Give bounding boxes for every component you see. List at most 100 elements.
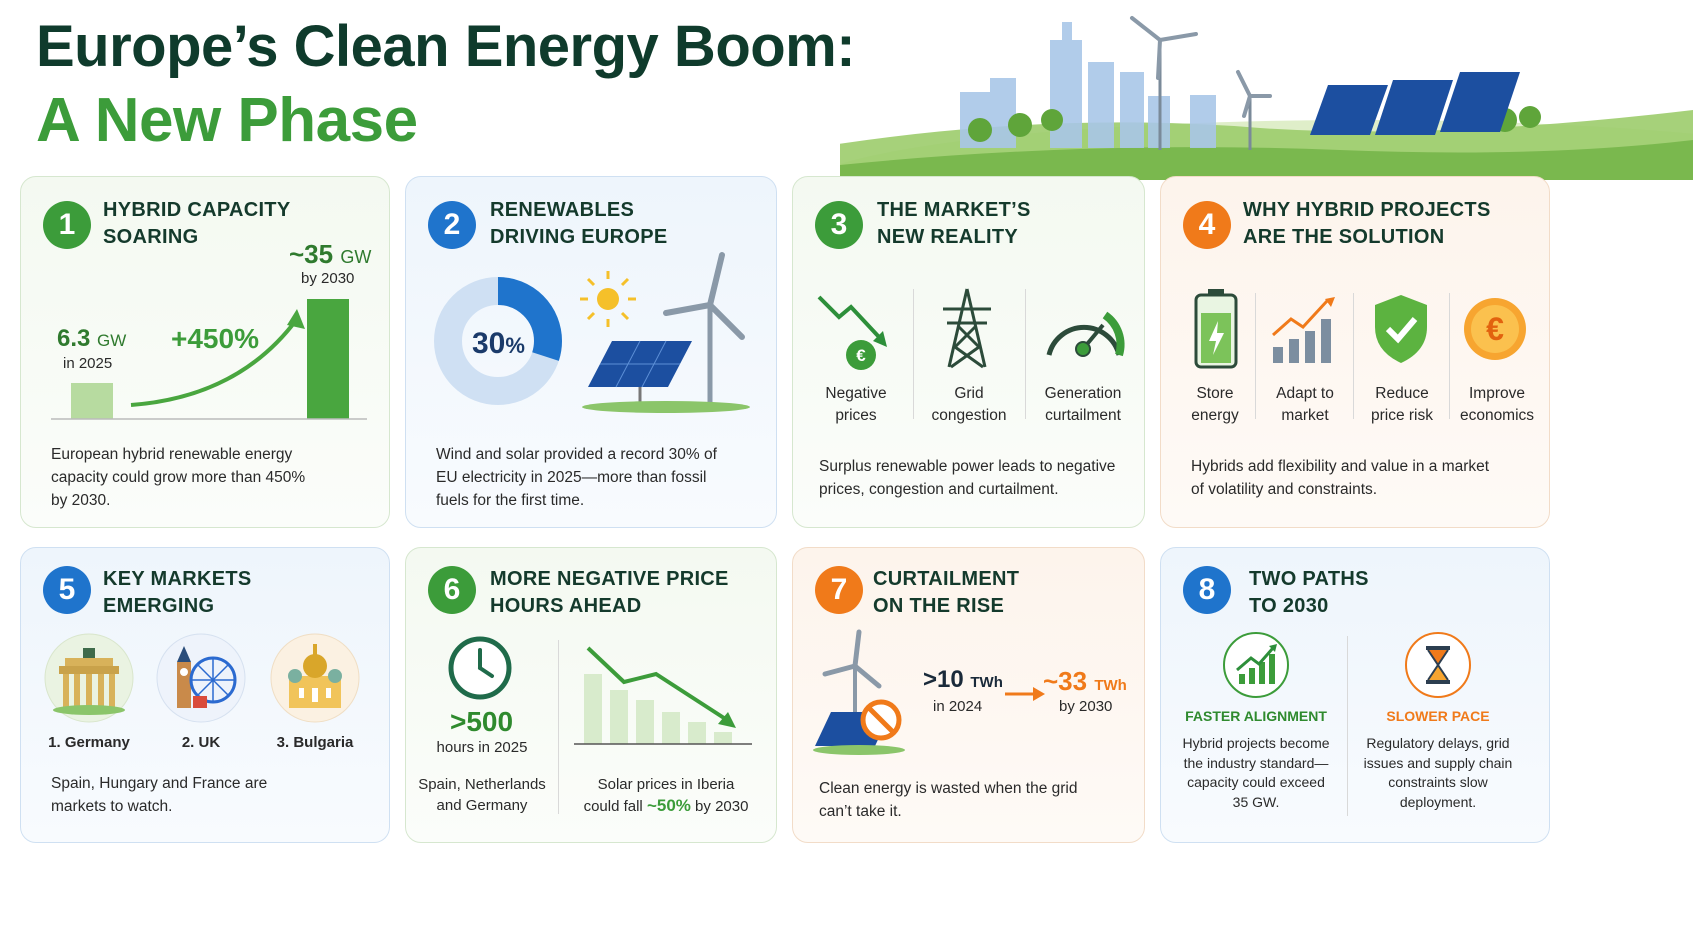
- wind-solar-icon: [580, 252, 750, 413]
- item-label-line: Grid: [954, 385, 984, 402]
- path-slower-description: Regulatory delays, grid issues and suppl…: [1357, 734, 1519, 812]
- from-value: >10 TWh: [923, 666, 1003, 694]
- desc-line: Hybrids add flexibility and value in a m…: [1191, 458, 1490, 475]
- desc-line: markets to watch.: [51, 798, 173, 815]
- desc-line: Regulatory delays, grid: [1366, 735, 1510, 751]
- card-title-line-2: SOARING: [103, 226, 199, 248]
- card-title-line-1: TWO PATHS: [1249, 568, 1369, 590]
- card-description: European hybrid renewable energy capacit…: [51, 443, 305, 512]
- card-number: 1: [43, 201, 91, 249]
- card-market-reality: 3 THE MARKET’S NEW REALITY € Negative pri…: [792, 176, 1145, 528]
- battery-icon: [1194, 289, 1238, 369]
- desc-line: Spain, Hungary and France are: [51, 775, 268, 792]
- item-label-line: Adapt to: [1276, 385, 1334, 402]
- growth-arrow: [130, 317, 299, 407]
- desc-line: Spain, Netherlands: [418, 776, 546, 793]
- bar-chart-icon: [1272, 297, 1335, 363]
- card-title-line-1: THE MARKET’S: [877, 199, 1031, 221]
- desc-line: issues and supply chain: [1363, 754, 1513, 771]
- card-renewables: 2 RENEWABLES DRIVING EUROPE 30% Wind and…: [405, 176, 777, 528]
- london-icon: [156, 633, 246, 723]
- arrow-right-icon: [1005, 687, 1045, 701]
- divider: [1025, 289, 1026, 419]
- market-bulgaria: 3. Bulgaria: [276, 734, 354, 751]
- card-title-line-1: WHY HYBRID PROJECTS: [1243, 199, 1491, 221]
- card-title: MORE NEGATIVE PRICE HOURS AHEAD: [490, 566, 729, 620]
- euro-coin-icon: €: [1464, 298, 1526, 360]
- item-label-line: curtailment: [1045, 407, 1121, 424]
- card-title: THE MARKET’S NEW REALITY: [877, 197, 1031, 251]
- shield-check-icon: [1375, 295, 1427, 363]
- to-value-unit: TWh: [1094, 677, 1127, 694]
- svg-text:€: €: [856, 346, 866, 365]
- card-description: Clean energy is wasted when the grid can…: [819, 777, 1077, 823]
- card-title-line-1: KEY MARKETS: [103, 568, 252, 590]
- item-label-economics: Improve economics: [1451, 383, 1543, 427]
- item-label-line: energy: [1191, 407, 1239, 424]
- card-hybrid-solution: 4 WHY HYBRID PROJECTS ARE THE SOLUTION €…: [1160, 176, 1550, 528]
- from-sub: in 2024: [933, 698, 983, 715]
- desc-line: Hybrid projects become: [1182, 735, 1330, 751]
- card-title-line-2: EMERGING: [103, 595, 215, 617]
- curtailed-solar-wind-icon: [813, 629, 905, 755]
- card-title-line-2: DRIVING EUROPE: [490, 226, 668, 248]
- path-faster-description: Hybrid projects become the industry stan…: [1173, 734, 1339, 812]
- item-label-line: Generation: [1044, 385, 1122, 402]
- transmission-tower-icon: [943, 288, 991, 369]
- desc-line: Surplus renewable power leads to negativ…: [819, 458, 1116, 475]
- card-title-line-2: ON THE RISE: [873, 595, 1005, 617]
- card-title-line-1: HYBRID CAPACITY: [103, 199, 291, 221]
- right-sub: by 2030: [301, 270, 355, 287]
- desc-line: European hybrid renewable energy: [51, 446, 293, 463]
- card-number: 8: [1183, 566, 1231, 614]
- item-label-line: Reduce: [1375, 385, 1429, 402]
- desc-part: by 2030: [690, 798, 749, 815]
- desc-line: capacity could grow more than 450%: [51, 469, 306, 486]
- right-value: ~35 GW: [289, 239, 371, 270]
- desc-line: prices, congestion and curtailment.: [819, 481, 1059, 498]
- desc-line: 35 GW.: [1232, 793, 1280, 810]
- donut-value: 30: [472, 327, 506, 360]
- clock-icon: [448, 636, 512, 700]
- card-number: 3: [815, 201, 863, 249]
- card-number: 4: [1183, 201, 1231, 249]
- divider: [1255, 293, 1256, 419]
- page-title: Europe’s Clean Energy Boom: A New Phase: [36, 14, 856, 152]
- hero-illustration: [840, 0, 1693, 180]
- title-line-1: Europe’s Clean Energy Boom:: [36, 14, 856, 79]
- card-description: Hybrids add flexibility and value in a m…: [1191, 455, 1489, 501]
- card-number: 5: [43, 566, 91, 614]
- card-description: Wind and solar provided a record 30% of …: [436, 443, 717, 512]
- desc-line: the industry standard—: [1183, 754, 1329, 771]
- donut-chart: [434, 277, 562, 405]
- desc-line: by 2030.: [51, 492, 111, 509]
- item-label-grid-congestion: Grid congestion: [921, 383, 1017, 427]
- market-uk: 2. UK: [181, 734, 221, 751]
- growth-value: +450%: [171, 323, 259, 354]
- card-key-markets: 5 KEY MARKETS EMERGING 1. Germany 2. UK …: [20, 547, 390, 843]
- card-hybrid-capacity: 1 HYBRID CAPACITY SOARING 6.3 GW in 2025…: [20, 176, 390, 528]
- path-slower-heading: SLOWER PACE: [1386, 708, 1490, 724]
- hours-sub: hours in 2025: [436, 739, 528, 756]
- card-description: Spain, Hungary and France are markets to…: [51, 772, 267, 818]
- desc-highlight: ~50%: [646, 796, 691, 815]
- bar-2030: [307, 299, 349, 419]
- card-curtailment: 7 CURTAILMENT ON THE RISE >10 TWh in 202…: [792, 547, 1145, 843]
- bar-2025: [71, 383, 113, 419]
- card-title-line-2: TO 2030: [1249, 595, 1329, 617]
- to-sub: by 2030: [1059, 698, 1113, 715]
- desc-line: fuels for the first time.: [436, 492, 585, 509]
- desc-line: capacity could exceed: [1187, 774, 1325, 790]
- to-value: ~33 TWh: [1043, 666, 1127, 697]
- card-title-line-1: CURTAILMENT: [873, 568, 1020, 590]
- desc-line: deployment.: [1399, 793, 1477, 810]
- brandenburg-gate-icon: [44, 633, 134, 723]
- from-value-number: >10: [923, 666, 964, 693]
- item-label-line: Negative: [825, 385, 887, 402]
- card-title-line-2: NEW REALITY: [877, 226, 1019, 248]
- card-description: Surplus renewable power leads to negativ…: [819, 455, 1115, 501]
- left-value-unit: GW: [97, 331, 127, 350]
- trend-up-icon: [1223, 632, 1289, 698]
- card-title-line-1: MORE NEGATIVE PRICE: [490, 568, 729, 590]
- card-title: TWO PATHS TO 2030: [1249, 566, 1369, 620]
